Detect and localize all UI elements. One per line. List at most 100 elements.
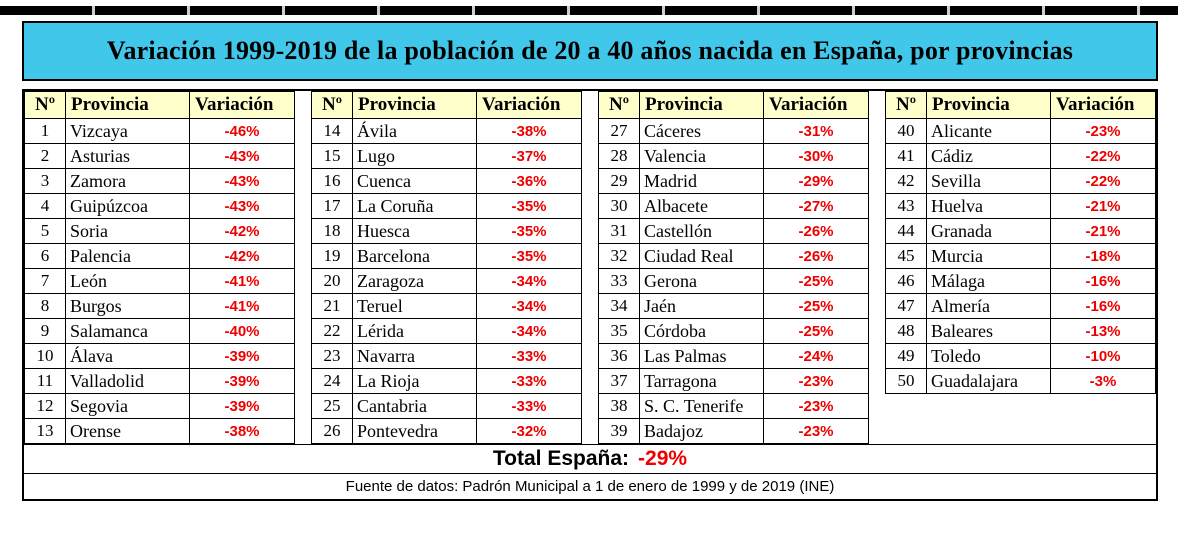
province-row: 41 Cádiz -22% bbox=[885, 143, 1156, 169]
rank-cell: 14 bbox=[311, 118, 353, 144]
province-row: 45 Murcia -18% bbox=[885, 243, 1156, 269]
province-row: 47 Almería -16% bbox=[885, 293, 1156, 319]
province-cell: La Coruña bbox=[352, 193, 477, 219]
variation-cell: -35% bbox=[476, 218, 582, 244]
province-row: 10 Álava -39% bbox=[24, 343, 295, 369]
province-row: 27 Cáceres -31% bbox=[598, 118, 869, 144]
province-cell: Cáceres bbox=[639, 118, 764, 144]
province-cell: Guipúzcoa bbox=[65, 193, 190, 219]
variation-cell: -41% bbox=[189, 268, 295, 294]
variation-cell: -21% bbox=[1050, 218, 1156, 244]
variation-cell: -39% bbox=[189, 368, 295, 394]
variation-cell: -38% bbox=[189, 418, 295, 444]
province-cell: Albacete bbox=[639, 193, 764, 219]
variation-cell: -39% bbox=[189, 393, 295, 419]
rank-cell: 35 bbox=[598, 318, 640, 344]
rank-cell: 34 bbox=[598, 293, 640, 319]
rank-cell: 41 bbox=[885, 143, 927, 169]
province-row: 43 Huelva -21% bbox=[885, 193, 1156, 219]
col-header-province: Provincia bbox=[65, 91, 190, 119]
col-header-province: Provincia bbox=[352, 91, 477, 119]
rank-cell: 23 bbox=[311, 343, 353, 369]
province-cell: Lérida bbox=[352, 318, 477, 344]
province-row: 31 Castellón -26% bbox=[598, 218, 869, 244]
province-cell: Murcia bbox=[926, 243, 1051, 269]
province-row: 24 La Rioja -33% bbox=[311, 368, 582, 394]
province-cell: Cuenca bbox=[352, 168, 477, 194]
variation-cell: -23% bbox=[763, 418, 869, 444]
rank-cell: 11 bbox=[24, 368, 66, 394]
province-row: 42 Sevilla -22% bbox=[885, 168, 1156, 194]
total-value: -29% bbox=[638, 447, 688, 470]
province-row: 44 Granada -21% bbox=[885, 218, 1156, 244]
province-cell: Guadalajara bbox=[926, 368, 1051, 394]
group-gap bbox=[869, 91, 885, 444]
rank-cell: 12 bbox=[24, 393, 66, 419]
rank-cell: 31 bbox=[598, 218, 640, 244]
variation-cell: -33% bbox=[476, 368, 582, 394]
variation-cell: -23% bbox=[763, 368, 869, 394]
rank-cell: 49 bbox=[885, 343, 927, 369]
province-row: 36 Las Palmas -24% bbox=[598, 343, 869, 369]
rank-cell: 2 bbox=[24, 143, 66, 169]
col-header-num: Nº bbox=[311, 91, 353, 119]
province-cell: Ávila bbox=[352, 118, 477, 144]
province-cell: Córdoba bbox=[639, 318, 764, 344]
province-cell: Jaén bbox=[639, 293, 764, 319]
variation-cell: -25% bbox=[763, 268, 869, 294]
rank-cell: 26 bbox=[311, 418, 353, 444]
province-cell: Badajoz bbox=[639, 418, 764, 444]
province-row: 35 Córdoba -25% bbox=[598, 318, 869, 344]
province-cell: Toledo bbox=[926, 343, 1051, 369]
province-row: 49 Toledo -10% bbox=[885, 343, 1156, 369]
variation-cell: -37% bbox=[476, 143, 582, 169]
col-header-variation: Variación bbox=[476, 91, 582, 119]
province-row: 7 León -41% bbox=[24, 268, 295, 294]
table-groups-row: Nº Provincia Variación 1 Vizcaya -46% 2 Astu… bbox=[24, 91, 1156, 444]
spreadsheet-column-ruler bbox=[0, 6, 1178, 15]
source-note: Fuente de datos: Padrón Municipal a 1 de… bbox=[24, 473, 1156, 499]
rank-cell: 29 bbox=[598, 168, 640, 194]
variation-cell: -34% bbox=[476, 293, 582, 319]
province-cell: Segovia bbox=[65, 393, 190, 419]
province-row: 37 Tarragona -23% bbox=[598, 368, 869, 394]
province-row: 48 Baleares -13% bbox=[885, 318, 1156, 344]
province-row: 18 Huesca -35% bbox=[311, 218, 582, 244]
rank-cell: 1 bbox=[24, 118, 66, 144]
variation-cell: -42% bbox=[189, 218, 295, 244]
variation-cell: -46% bbox=[189, 118, 295, 144]
province-cell: Valladolid bbox=[65, 368, 190, 394]
variation-cell: -34% bbox=[476, 268, 582, 294]
variation-cell: -32% bbox=[476, 418, 582, 444]
province-cell: Castellón bbox=[639, 218, 764, 244]
province-row: 39 Badajoz -23% bbox=[598, 418, 869, 444]
province-row: 50 Guadalajara -3% bbox=[885, 368, 1156, 394]
province-cell: Navarra bbox=[352, 343, 477, 369]
variation-cell: -30% bbox=[763, 143, 869, 169]
province-cell: Asturias bbox=[65, 143, 190, 169]
page-title: Variación 1999-2019 de la población de 2… bbox=[22, 21, 1158, 81]
province-cell: Málaga bbox=[926, 268, 1051, 294]
province-cell: Vizcaya bbox=[65, 118, 190, 144]
variation-cell: -33% bbox=[476, 393, 582, 419]
province-row: 1 Vizcaya -46% bbox=[24, 118, 295, 144]
group-gap bbox=[582, 91, 598, 444]
province-row: 13 Orense -38% bbox=[24, 418, 295, 444]
rank-cell: 4 bbox=[24, 193, 66, 219]
rank-cell: 8 bbox=[24, 293, 66, 319]
variation-cell: -25% bbox=[763, 318, 869, 344]
province-cell: Cantabria bbox=[352, 393, 477, 419]
province-cell: Orense bbox=[65, 418, 190, 444]
province-row: 30 Albacete -27% bbox=[598, 193, 869, 219]
rank-cell: 16 bbox=[311, 168, 353, 194]
rank-cell: 39 bbox=[598, 418, 640, 444]
province-row: 17 La Coruña -35% bbox=[311, 193, 582, 219]
variation-cell: -38% bbox=[476, 118, 582, 144]
rank-cell: 25 bbox=[311, 393, 353, 419]
rank-cell: 3 bbox=[24, 168, 66, 194]
province-row: 21 Teruel -34% bbox=[311, 293, 582, 319]
variation-cell: -43% bbox=[189, 143, 295, 169]
variation-cell: -16% bbox=[1050, 268, 1156, 294]
variation-cell: -22% bbox=[1050, 143, 1156, 169]
province-table-group-4: Nº Provincia Variación 40 Alicante -23% 41 C… bbox=[885, 91, 1156, 394]
